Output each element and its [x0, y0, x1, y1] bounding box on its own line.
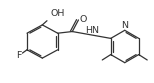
Text: N: N — [121, 21, 128, 30]
Text: F: F — [16, 51, 21, 60]
Text: OH: OH — [51, 9, 65, 18]
Text: HN: HN — [85, 26, 99, 35]
Text: O: O — [79, 15, 87, 24]
